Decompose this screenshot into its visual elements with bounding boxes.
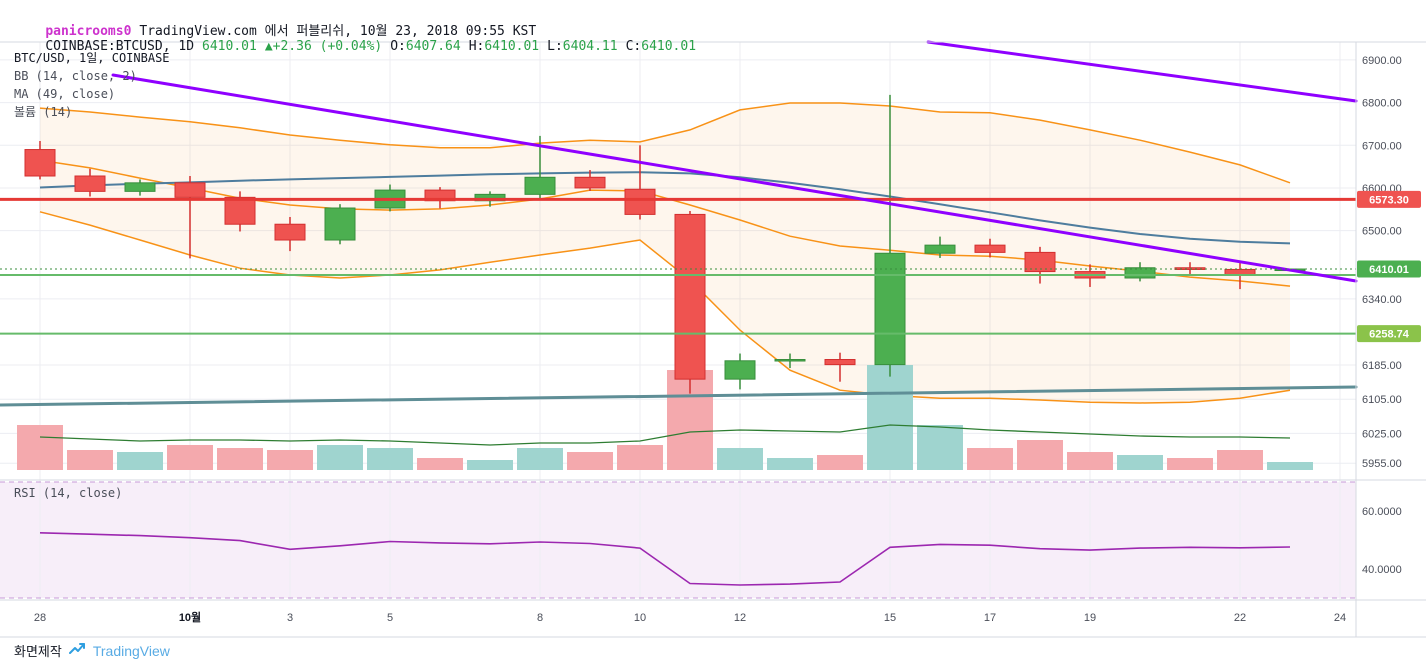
rsi-pane-legend[interactable]: RSI (14, close) — [14, 486, 123, 500]
svg-text:6105.00: 6105.00 — [1362, 394, 1402, 406]
purple-trendline-main[interactable] — [111, 73, 1358, 283]
up-arrow-icon: ▲ — [264, 39, 273, 54]
svg-text:6410.01: 6410.01 — [1369, 264, 1409, 276]
svg-text:22: 22 — [1234, 612, 1246, 624]
svg-text:15: 15 — [884, 612, 896, 624]
volume-bars — [17, 365, 1313, 470]
svg-text:3: 3 — [287, 612, 293, 624]
close-value: 6410.01 — [641, 39, 697, 54]
svg-text:8: 8 — [537, 612, 543, 624]
open-value: 6407.64 — [405, 39, 461, 54]
svg-text:6900.00: 6900.00 — [1362, 55, 1402, 67]
svg-text:12: 12 — [734, 612, 746, 624]
svg-text:60.0000: 60.0000 — [1362, 506, 1402, 518]
legend-symbol[interactable]: BTC/USD, 1일, COINBASE — [14, 51, 170, 65]
svg-text:5: 5 — [387, 612, 393, 624]
rsi-pane — [0, 481, 1356, 599]
symbol-name[interactable]: COINBASE:BTCUSD, 1D — [45, 39, 195, 54]
footer: 화면제작 TradingView — [14, 641, 170, 660]
tradingview-brand-link[interactable]: TradingView — [92, 642, 170, 659]
svg-text:6800.00: 6800.00 — [1362, 98, 1402, 110]
price-badge — [1357, 190, 1421, 208]
open-label: O: — [390, 39, 406, 54]
svg-text:10: 10 — [634, 612, 646, 624]
purple-trendline-upper-right[interactable] — [926, 40, 1358, 103]
symbol-ohlc-line: COINBASE:BTCUSD, 1D 6410.01 ▲+2.36 (+0.04%… — [14, 24, 696, 69]
svg-text:6340.00: 6340.00 — [1362, 294, 1402, 306]
svg-text:6258.74: 6258.74 — [1369, 329, 1410, 341]
made-with-label: 화면제작 — [14, 644, 62, 659]
trendlines[interactable] — [0, 40, 1358, 407]
price-change: +2.36 (+0.04%) — [272, 39, 383, 54]
legend-ma[interactable]: MA (49, close) — [14, 87, 116, 101]
username-link[interactable]: panicrooms0 — [45, 24, 132, 39]
time-axis[interactable]: 28 10월 3 5 8 10 12 15 17 19 22 24 — [34, 610, 1346, 624]
volume-ma-line — [39, 424, 1291, 446]
svg-text:5955.00: 5955.00 — [1362, 458, 1402, 470]
low-label: L: — [547, 39, 563, 54]
ma49-line — [39, 171, 1291, 245]
svg-text:6185.00: 6185.00 — [1362, 360, 1402, 372]
svg-text:17: 17 — [984, 612, 996, 624]
svg-text:6700.00: 6700.00 — [1362, 140, 1402, 152]
close-label: C: — [625, 39, 642, 54]
svg-text:28: 28 — [34, 612, 46, 624]
legend-volume[interactable]: 볼륨 (14) — [14, 105, 73, 119]
svg-text:6025.00: 6025.00 — [1362, 428, 1402, 440]
high-label: H: — [468, 39, 485, 54]
legend-bb[interactable]: BB (14, close, 2) — [14, 69, 137, 83]
price-axis[interactable]: 6900.006800.006700.006600.006500.006340.… — [1357, 55, 1421, 576]
price-badge — [1357, 260, 1421, 278]
publish-header: panicrooms0 TradingView.com 에서 퍼블리쉬, 10월 … — [14, 5, 536, 54]
high-value: 6410.01 — [484, 39, 540, 54]
rsi-band-fill — [0, 482, 1356, 598]
last-price: 6410.01 — [202, 39, 257, 54]
horizontal-lines[interactable] — [0, 197, 1356, 335]
main-pane-legend: BTC/USD, 1일, COINBASE BB (14, close, 2) … — [14, 49, 170, 121]
svg-text:24: 24 — [1334, 612, 1346, 624]
low-value: 6404.11 — [562, 39, 618, 54]
price-badge — [1357, 325, 1421, 343]
candlestick-series — [24, 94, 1306, 394]
svg-text:6500.00: 6500.00 — [1362, 226, 1402, 238]
bollinger-bands — [39, 102, 1291, 404]
teal-support-line[interactable] — [0, 385, 1358, 407]
svg-text:19: 19 — [1084, 612, 1096, 624]
pane-borders — [0, 41, 1426, 638]
svg-text:10월: 10월 — [179, 610, 201, 624]
svg-text:40.0000: 40.0000 — [1362, 564, 1402, 576]
rsi-line — [39, 532, 1291, 586]
svg-text:6573.30: 6573.30 — [1369, 194, 1409, 206]
publish-info: TradingView.com 에서 퍼블리쉬, 10월 23, 2018 09… — [139, 24, 537, 39]
tradingview-logo-icon[interactable] — [68, 641, 86, 660]
